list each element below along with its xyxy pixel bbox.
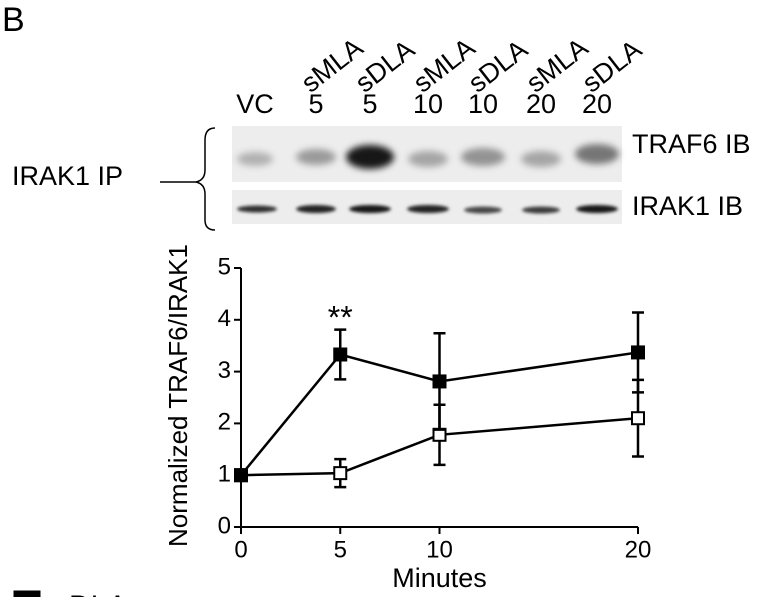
x-tick-label: 20: [625, 536, 652, 563]
panel-label: B: [2, 1, 25, 39]
legend-label: sDLA: [54, 590, 127, 597]
lane-label: 10: [468, 89, 498, 119]
lane-label: 5: [362, 89, 377, 119]
marker: [234, 468, 248, 483]
marker: [333, 466, 348, 481]
x-tick-label: 0: [234, 536, 247, 563]
legend-marker: [13, 590, 41, 597]
blot-traf6: [232, 126, 622, 182]
y-tick-label: 2: [218, 409, 231, 436]
lane-label: VC: [236, 89, 274, 119]
lane-treatment: sDLA: [350, 34, 421, 98]
row-label: TRAF6 IB: [632, 129, 751, 159]
blot-irak1: [232, 190, 622, 224]
x-axis-label: Minutes: [392, 563, 487, 593]
lane-label: 20: [582, 89, 612, 119]
marker: [631, 345, 645, 360]
y-tick-label: 3: [218, 357, 231, 384]
lane-label: 20: [526, 89, 556, 119]
y-tick-label: 5: [218, 253, 231, 280]
annotation: **: [328, 299, 353, 335]
y-axis-label: Normalized TRAF6/IRAK1: [163, 244, 193, 547]
x-tick-label: 5: [334, 536, 347, 563]
marker: [631, 411, 645, 426]
y-tick-label: 1: [218, 461, 231, 488]
marker: [432, 374, 447, 389]
bracket: [195, 127, 216, 231]
x-tick-label: 10: [426, 536, 453, 563]
series-line: [240, 416, 639, 477]
y-tick-label: 0: [218, 512, 231, 539]
marker: [333, 347, 348, 362]
lane-treatment: sMLA: [296, 32, 369, 98]
series-line: [240, 351, 639, 476]
lane-label: 10: [413, 89, 443, 119]
row-label: IRAK1 IB: [632, 191, 743, 221]
lane-label: 5: [308, 89, 323, 119]
y-tick-label: 4: [218, 305, 231, 332]
ip-label: IRAK1 IP: [12, 161, 123, 191]
